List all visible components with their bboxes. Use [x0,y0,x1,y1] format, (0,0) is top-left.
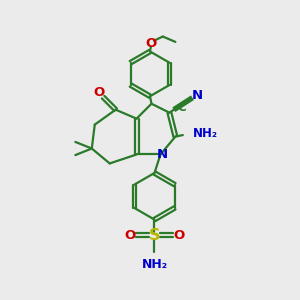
Text: NH₂: NH₂ [192,128,218,140]
Text: S: S [149,228,160,243]
Text: O: O [93,86,104,99]
Text: N: N [191,89,203,103]
Text: NH₂: NH₂ [141,258,167,271]
Text: O: O [124,229,136,242]
Text: O: O [173,229,184,242]
Text: O: O [146,37,157,50]
Text: C: C [177,101,186,114]
Text: N: N [156,148,167,161]
